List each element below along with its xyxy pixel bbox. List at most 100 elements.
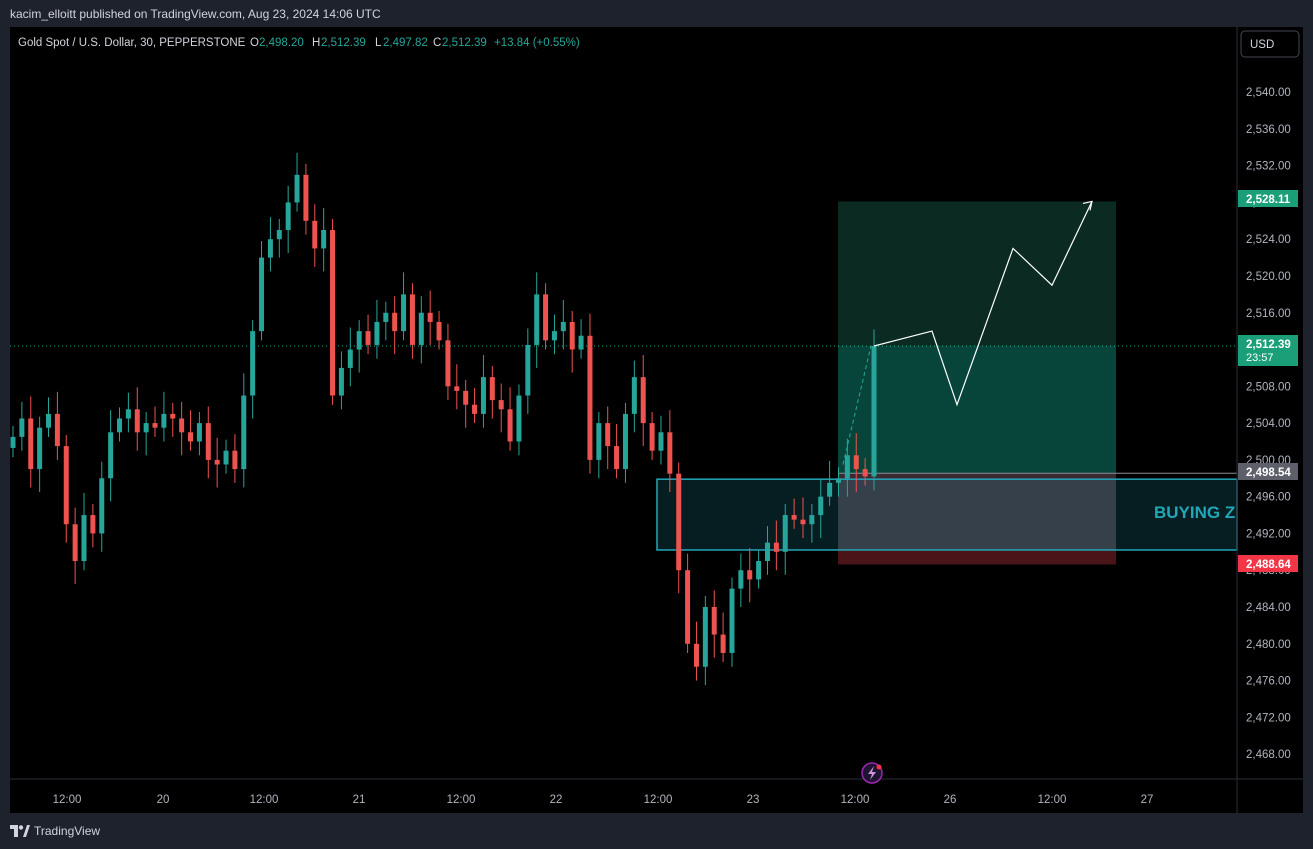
- legend-open-value: 2,498.20: [259, 37, 304, 49]
- candle-body: [46, 413, 52, 428]
- price-tick-label: 2,468.00: [1246, 749, 1291, 761]
- price-tick-label: 2,480.00: [1246, 639, 1291, 651]
- currency-button[interactable]: USD: [1240, 30, 1300, 58]
- price-tick-label: 2,520.00: [1246, 271, 1291, 283]
- price-tick-label: 2,492.00: [1246, 528, 1291, 540]
- symbol-legend: Gold Spot / U.S. Dollar, 30, PEPPERSTONE…: [18, 37, 580, 49]
- publisher-bar: kacim_elloitt published on TradingView.c…: [0, 0, 1313, 27]
- buying-zone-label: BUYING Z: [1154, 503, 1235, 522]
- time-tick-label: 12:00: [841, 794, 870, 806]
- candle-body: [614, 446, 620, 470]
- time-tick-label: 23: [747, 794, 760, 806]
- price-tick-label: 2,536.00: [1246, 124, 1291, 136]
- buying-zone: [656, 478, 1238, 551]
- price-tick-label: 2,476.00: [1246, 676, 1291, 688]
- candle-body: [205, 423, 211, 460]
- time-tick-label: 27: [1141, 794, 1154, 806]
- candle-body: [338, 367, 344, 396]
- time-tick-label: 12:00: [447, 794, 476, 806]
- legend-close-label: C: [433, 37, 441, 49]
- trade-zones: [10, 201, 1238, 565]
- candle-body: [436, 321, 442, 341]
- stop-zone: [838, 473, 1116, 565]
- candle-body: [330, 230, 336, 396]
- projection-path: [873, 201, 1093, 407]
- legend-low-label: L: [375, 37, 382, 49]
- price-tick-label: 2,504.00: [1246, 418, 1291, 430]
- candle-body: [738, 570, 744, 589]
- candle-body: [551, 331, 557, 341]
- legend-open-label: O: [250, 37, 259, 49]
- candle-body: [729, 588, 735, 653]
- candle-body: [764, 542, 770, 562]
- candle-body: [117, 418, 123, 433]
- target-badge: [1238, 190, 1298, 207]
- candle-body: [507, 409, 513, 442]
- candle-body: [702, 606, 708, 667]
- candle-body: [720, 634, 726, 653]
- candle-body: [223, 450, 229, 465]
- price-axis[interactable]: 2,540.002,536.002,532.002,528.002,524.00…: [1246, 87, 1291, 761]
- candle-body: [534, 294, 540, 345]
- price-chart[interactable]: 2,540.002,536.002,532.002,528.002,524.00…: [10, 27, 1303, 813]
- price-tick-label: 2,472.00: [1246, 712, 1291, 724]
- candle-body: [90, 515, 96, 534]
- projection-arrowhead: [1082, 200, 1093, 211]
- current-price-badge: [1238, 335, 1298, 366]
- time-tick-label: 12:00: [1038, 794, 1067, 806]
- target-badge-text: 2,528.11: [1246, 194, 1291, 206]
- tradingview-logo-icon: [10, 825, 30, 837]
- candle-body: [108, 432, 114, 479]
- candle-body: [445, 340, 451, 387]
- legend-change: +13.84 (+0.55%): [494, 37, 580, 49]
- price-tick-label: 2,484.00: [1246, 602, 1291, 614]
- candle-body: [418, 312, 424, 345]
- price-tick-label: 2,540.00: [1246, 87, 1291, 99]
- candle-body: [285, 202, 291, 231]
- chart-frame[interactable]: 2,540.002,536.002,532.002,528.002,524.00…: [10, 27, 1303, 813]
- candle-body: [125, 409, 131, 419]
- time-tick-label: 12:00: [250, 794, 279, 806]
- candle-body: [560, 321, 566, 332]
- candle-body: [99, 478, 105, 534]
- candle-body: [578, 335, 584, 350]
- price-tick-label: 2,508.00: [1246, 381, 1291, 393]
- candle-body: [587, 335, 593, 460]
- stop-badge-text: 2,488.64: [1246, 559, 1291, 571]
- tradingview-brand[interactable]: TradingView: [10, 824, 100, 838]
- stop-zone-lower: [838, 549, 1116, 565]
- candle-body: [37, 427, 43, 470]
- legend-low-value: 2,497.82: [383, 37, 428, 49]
- candle-body: [667, 432, 673, 474]
- price-tick-label: 2,516.00: [1246, 308, 1291, 320]
- candle-body: [312, 220, 318, 249]
- candle-body: [622, 413, 628, 470]
- candle-body: [179, 418, 185, 433]
- candle-body: [525, 344, 531, 396]
- candle-body: [241, 395, 247, 470]
- candle-body: [267, 239, 273, 258]
- candle-body: [401, 294, 407, 332]
- candle-body: [782, 515, 788, 552]
- target-zone-filled: [838, 345, 1116, 474]
- legend-symbol: Gold Spot / U.S. Dollar, 30, PEPPERSTONE: [18, 37, 246, 49]
- candle-body: [303, 174, 309, 221]
- candle-body: [800, 519, 806, 525]
- candle-body: [232, 450, 238, 470]
- candle-body: [259, 257, 265, 332]
- candle-body: [631, 377, 637, 414]
- candle-body: [773, 542, 779, 552]
- candle-body: [152, 423, 158, 428]
- candle-body: [516, 395, 522, 442]
- candle-body: [54, 413, 60, 447]
- time-axis[interactable]: 12:00 20 12:00 21 12:00 22 12:00 23 12:00 26 12:00…: [53, 794, 1154, 806]
- price-tick-label: 2,496.00: [1246, 492, 1291, 504]
- candle-body: [134, 409, 140, 433]
- candle-body: [188, 432, 194, 442]
- candle-body: [809, 515, 815, 525]
- candle-body: [853, 455, 859, 470]
- candle-body: [427, 312, 433, 322]
- lightning-event-icon[interactable]: [861, 762, 883, 784]
- candle-body: [818, 496, 824, 516]
- candle-body: [596, 423, 602, 460]
